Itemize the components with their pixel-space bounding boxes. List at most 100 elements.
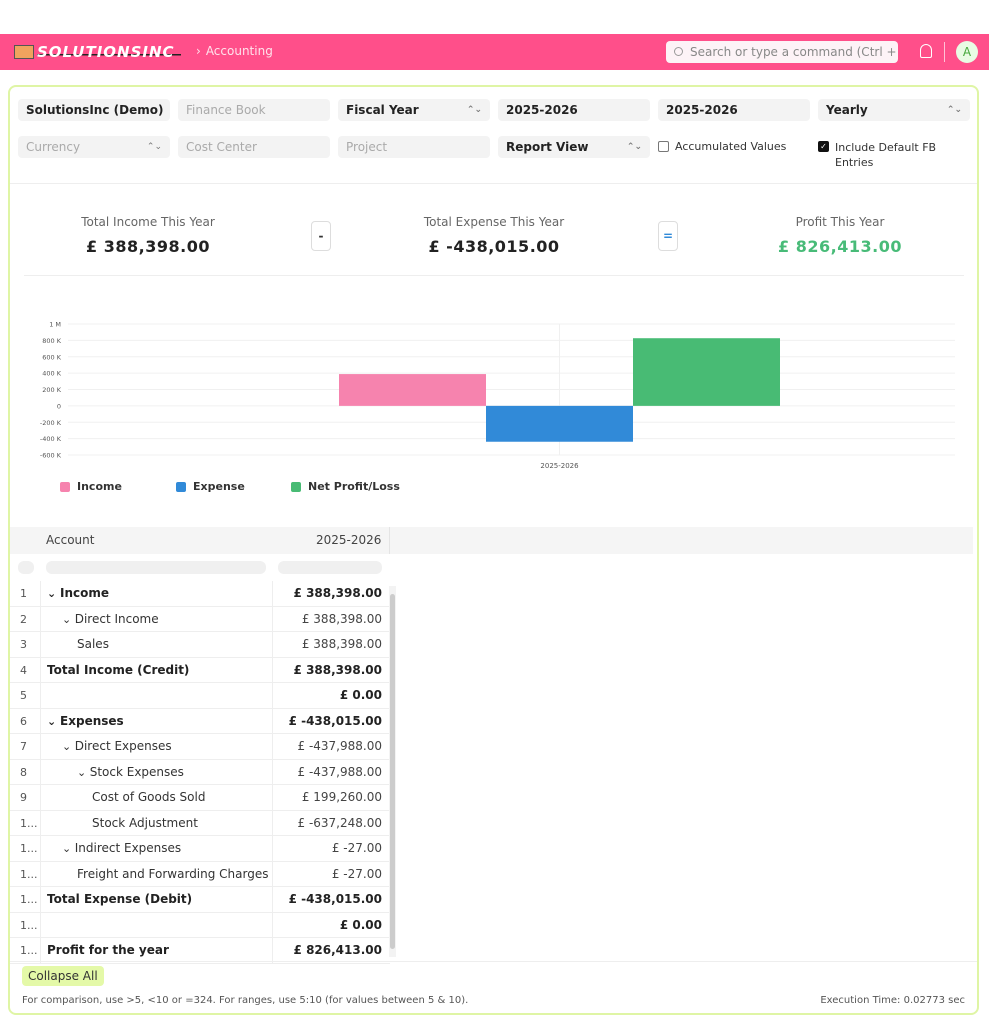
chevron-down-icon[interactable]: ⌄	[62, 842, 75, 855]
table-row[interactable]: 8 ⌄ Stock Expenses £ -437,988.00	[10, 759, 390, 785]
row-number: 3	[20, 638, 27, 651]
table-row[interactable]: 1... Total Expense (Debit) £ -438,015.00	[10, 887, 390, 913]
table-row[interactable]: 1... £ 0.00	[10, 912, 390, 938]
filter-based-on-value: Fiscal Year	[346, 103, 419, 117]
table-row[interactable]: 1 ⌄ Income £ 388,398.00	[10, 581, 390, 607]
currency-select[interactable]: Currency ⌃⌄	[18, 136, 170, 158]
amount-cell[interactable]: £ 388,398.00	[272, 581, 390, 606]
account-cell[interactable]: ⌄ Income	[40, 581, 272, 606]
amount-cell[interactable]: £ -27.00	[272, 836, 390, 861]
brand-logo[interactable]: SOLUTIONSINC	[14, 42, 181, 62]
row-number: 6	[20, 714, 27, 728]
account-cell[interactable]: Freight and Forwarding Charges	[40, 861, 272, 886]
filter-based-on-select[interactable]: Fiscal Year ⌃⌄	[338, 99, 490, 121]
amount-cell[interactable]: £ -27.00	[272, 861, 390, 886]
amount-cell[interactable]: £ 199,260.00	[272, 785, 390, 810]
account-cell[interactable]: ⌄ Direct Expenses	[40, 734, 272, 759]
table-row[interactable]: 3 Sales £ 388,398.00	[10, 632, 390, 658]
row-number-filter	[18, 561, 34, 574]
chevron-down-icon[interactable]: ⌄	[77, 765, 90, 779]
account-cell[interactable]	[40, 683, 272, 708]
amount-cell[interactable]: £ 826,413.00	[272, 938, 390, 963]
row-number: 1...	[20, 816, 38, 830]
cost-center-filter[interactable]: Cost Center	[178, 136, 330, 158]
amount-cell[interactable]: £ 0.00	[272, 683, 390, 708]
finance-book-filter[interactable]: Finance Book	[178, 99, 330, 121]
row-number: 2	[20, 612, 27, 626]
bar-net-profit-loss[interactable]	[633, 338, 780, 406]
notification-bell-icon[interactable]	[920, 44, 932, 58]
avatar[interactable]: A	[956, 41, 978, 63]
amount-cell[interactable]: £ -637,248.00	[272, 810, 390, 835]
chevron-down-icon[interactable]: ⌄	[47, 587, 61, 600]
amount-cell[interactable]: £ 0.00	[272, 912, 390, 937]
column-header-period[interactable]: 2025-2026	[316, 533, 382, 547]
accumulated-values-checkbox[interactable]: Accumulated Values	[658, 140, 808, 153]
table-row[interactable]: 4 Total Income (Credit) £ 388,398.00	[10, 657, 390, 683]
account-cell[interactable]: Total Expense (Debit)	[40, 887, 272, 912]
column-header-account[interactable]: Account	[46, 533, 95, 547]
table-row[interactable]: 9 Cost of Goods Sold £ 199,260.00	[10, 785, 390, 811]
account-cell[interactable]: ⌄ Stock Expenses	[40, 759, 272, 784]
amount-cell[interactable]: £ -438,015.00	[272, 887, 390, 912]
breadcrumb[interactable]: › Accounting	[196, 44, 273, 58]
table-row[interactable]: 6 ⌄ Expenses £ -438,015.00	[10, 708, 390, 734]
chevron-down-icon[interactable]: ⌄	[62, 612, 75, 626]
legend-expense[interactable]: Expense	[176, 480, 245, 493]
amount-cell[interactable]: £ 388,398.00	[272, 632, 390, 657]
bar-income[interactable]	[339, 374, 486, 406]
table-row[interactable]: 5 £ 0.00	[10, 683, 390, 709]
legend-income[interactable]: Income	[60, 480, 122, 493]
account-cell[interactable]: ⌄ Expenses	[40, 708, 272, 733]
account-cell[interactable]: Cost of Goods Sold	[40, 785, 272, 810]
account-name: Indirect Expenses	[74, 841, 182, 855]
table-row[interactable]: 2 ⌄ Direct Income £ 388,398.00	[10, 606, 390, 632]
amount-cell[interactable]: £ -438,015.00	[272, 708, 390, 733]
account-name: Total Income (Credit)	[47, 662, 190, 677]
row-number: 5	[20, 689, 27, 702]
table-row[interactable]: 1... Freight and Forwarding Charges £ -27.…	[10, 861, 390, 887]
y-tick-label: 1 M	[49, 321, 61, 329]
chevron-down-icon[interactable]: ⌄	[47, 714, 61, 728]
account-cell[interactable]: Sales	[40, 632, 272, 657]
company-filter[interactable]: SolutionsInc (Demo)	[18, 99, 170, 121]
to-fiscal-year-filter[interactable]: 2025-2026	[658, 99, 810, 121]
scrollbar-thumb[interactable]	[390, 594, 395, 949]
bar-expense[interactable]	[486, 405, 633, 442]
period-filter-input[interactable]	[278, 561, 382, 574]
account-cell[interactable]: Profit for the year	[40, 938, 272, 963]
search-input[interactable]: Search or type a command (Ctrl + G)	[666, 41, 898, 63]
amount-cell[interactable]: £ -437,988.00	[272, 759, 390, 784]
legend-net-profit[interactable]: Net Profit/Loss	[291, 480, 400, 493]
table-row[interactable]: 1... Profit for the year £ 826,413.00	[10, 938, 390, 964]
account-name: Profit for the year	[47, 943, 169, 957]
row-number: 8	[20, 765, 27, 779]
chevron-down-icon[interactable]: ⌄	[62, 740, 75, 753]
row-number: 1...	[20, 918, 38, 932]
table-row[interactable]: 7 ⌄ Direct Expenses £ -437,988.00	[10, 734, 390, 760]
account-cell[interactable]	[40, 912, 272, 937]
account-cell[interactable]: Total Income (Credit)	[40, 657, 272, 682]
y-tick-label: -200 K	[40, 419, 62, 427]
project-filter[interactable]: Project	[338, 136, 490, 158]
report-view-select[interactable]: Report View ⌃⌄	[498, 136, 650, 158]
table-row[interactable]: 1... Stock Adjustment £ -637,248.00	[10, 810, 390, 836]
include-default-fb-checkbox[interactable]: ✓ Include Default FB Entries	[818, 140, 968, 170]
checkbox-unchecked-icon	[658, 141, 669, 152]
amount-cell[interactable]: £ 388,398.00	[272, 606, 390, 631]
account-name: Expenses	[60, 713, 124, 728]
account-cell[interactable]: ⌄ Direct Income	[40, 606, 272, 631]
table-scrollbar[interactable]	[389, 586, 396, 957]
amount-cell[interactable]: £ 388,398.00	[272, 657, 390, 682]
y-tick-label: 600 K	[42, 353, 61, 361]
collapse-all-button[interactable]: Collapse All	[22, 966, 104, 986]
account-filter-input[interactable]	[46, 561, 266, 574]
periodicity-select[interactable]: Yearly ⌃⌄	[818, 99, 970, 121]
account-cell[interactable]: ⌄ Indirect Expenses	[40, 836, 272, 861]
from-fiscal-year-filter[interactable]: 2025-2026	[498, 99, 650, 121]
table-row[interactable]: 1... ⌄ Indirect Expenses £ -27.00	[10, 836, 390, 862]
brand-name: SOLUTIONSINC	[37, 43, 181, 61]
amount-cell[interactable]: £ -437,988.00	[272, 734, 390, 759]
account-cell[interactable]: Stock Adjustment	[40, 810, 272, 835]
y-tick-label: -400 K	[40, 435, 62, 443]
